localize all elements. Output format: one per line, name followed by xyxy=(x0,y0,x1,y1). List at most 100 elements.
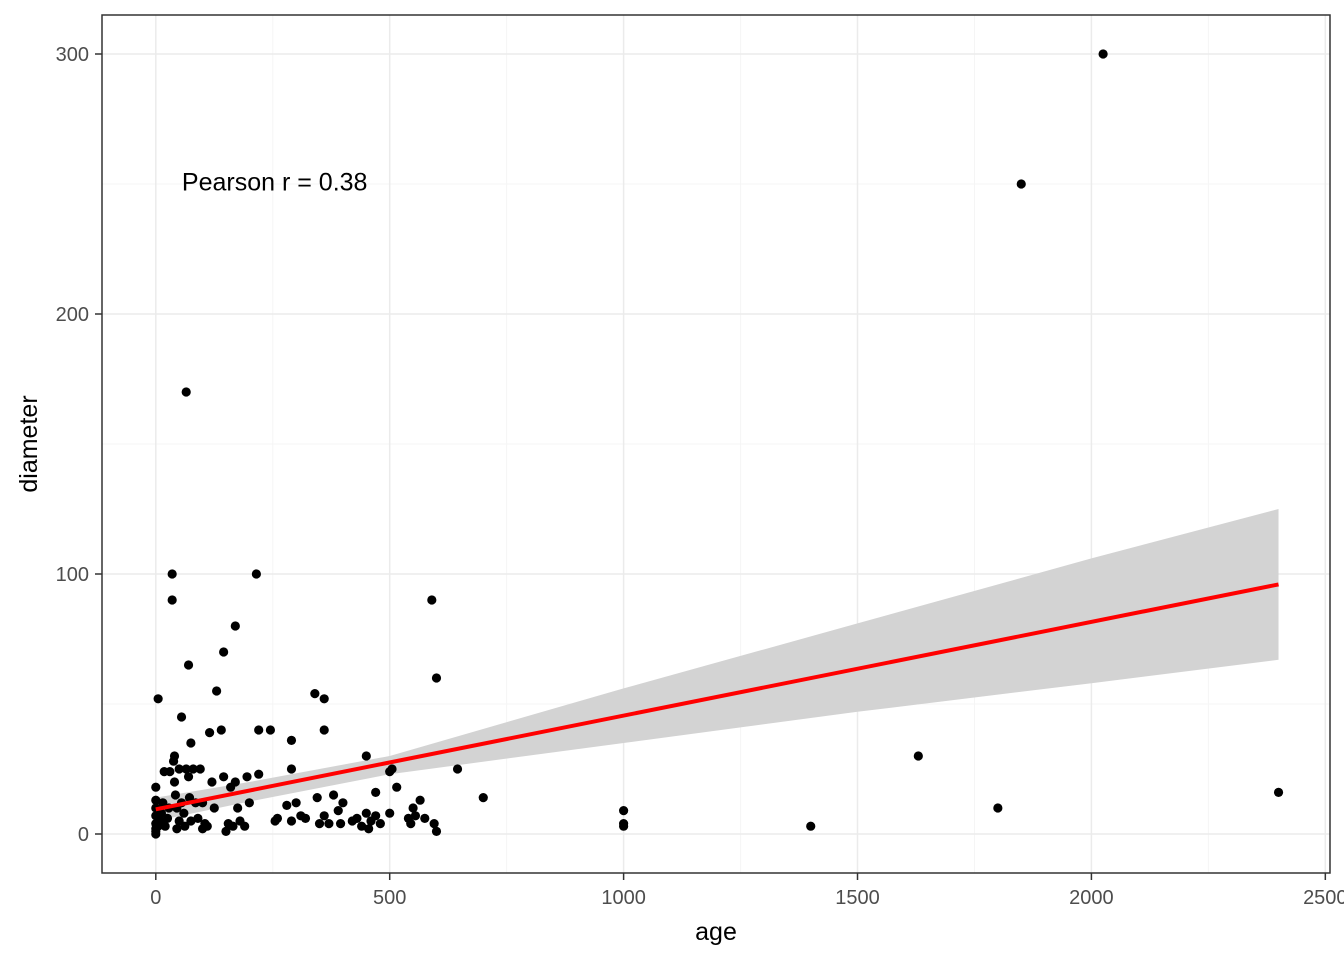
data-point xyxy=(160,821,170,831)
data-point xyxy=(431,826,442,837)
confidence-band xyxy=(155,509,1279,821)
x-tick-label: 2000 xyxy=(1069,887,1114,909)
y-tick-label: 300 xyxy=(56,44,89,66)
data-point xyxy=(183,660,194,670)
data-point xyxy=(335,819,346,829)
x-tick-label: 1500 xyxy=(835,887,880,909)
data-point xyxy=(186,738,196,748)
data-point xyxy=(174,764,184,774)
x-tick-label: 2500 xyxy=(1303,887,1344,909)
data-point xyxy=(209,803,219,813)
data-point xyxy=(427,595,437,605)
data-point xyxy=(1098,49,1108,59)
data-point xyxy=(230,777,240,787)
data-point xyxy=(186,816,196,826)
y-axis-title: diameter xyxy=(15,395,43,492)
data-point xyxy=(385,808,395,818)
x-axis: 0 500 1000 1500 2000 2500 xyxy=(150,873,1344,909)
x-axis-title: age xyxy=(695,918,737,946)
data-point xyxy=(286,816,297,826)
data-point xyxy=(251,569,261,579)
pearson-annotation: Pearson r = 0.38 xyxy=(182,169,368,197)
data-point xyxy=(165,767,175,777)
data-point xyxy=(364,824,374,834)
data-point xyxy=(361,751,371,761)
data-point xyxy=(387,764,397,774)
data-point xyxy=(312,793,322,803)
data-point xyxy=(193,813,203,824)
data-point xyxy=(254,769,264,779)
x-tick-label: 1000 xyxy=(601,887,646,909)
data-point xyxy=(183,772,194,782)
data-points xyxy=(151,49,1284,839)
data-point xyxy=(806,821,816,831)
data-point xyxy=(242,772,252,782)
x-tick-label: 0 xyxy=(150,887,161,909)
data-point xyxy=(392,782,402,792)
y-tick-label: 0 xyxy=(78,824,89,846)
data-point xyxy=(619,806,629,816)
data-point xyxy=(219,772,229,782)
data-point xyxy=(167,595,177,605)
data-point xyxy=(151,782,161,792)
data-point xyxy=(1273,787,1284,798)
data-point xyxy=(233,803,243,813)
data-point xyxy=(188,764,198,774)
data-point xyxy=(310,689,320,699)
data-point xyxy=(244,798,254,808)
data-point xyxy=(230,621,240,631)
data-point xyxy=(153,694,163,704)
data-point xyxy=(158,798,168,808)
data-point xyxy=(324,819,334,829)
regression-line xyxy=(155,582,1279,812)
data-point xyxy=(431,673,442,683)
data-point xyxy=(254,725,264,735)
data-point xyxy=(195,764,205,774)
data-point xyxy=(338,798,348,808)
data-point xyxy=(913,751,923,761)
data-point xyxy=(319,811,329,821)
data-point xyxy=(204,728,215,738)
data-point xyxy=(352,813,362,824)
y-tick-label: 200 xyxy=(56,304,89,326)
data-point xyxy=(219,647,229,657)
x-tick-label: 500 xyxy=(373,887,406,909)
data-point xyxy=(619,819,629,829)
data-point xyxy=(212,686,222,696)
y-axis: 0 100 200 300 xyxy=(56,44,102,846)
data-point xyxy=(420,813,430,824)
data-point xyxy=(162,813,173,824)
data-point xyxy=(282,800,292,811)
data-point xyxy=(151,795,161,805)
data-point xyxy=(167,569,177,579)
data-point xyxy=(170,790,181,800)
data-point xyxy=(406,819,416,829)
data-point xyxy=(286,764,297,774)
data-point xyxy=(375,819,385,829)
y-tick-label: 100 xyxy=(56,564,89,586)
data-point xyxy=(184,793,195,803)
data-point xyxy=(156,808,167,818)
data-point xyxy=(371,811,381,821)
data-point xyxy=(207,777,217,787)
data-point xyxy=(410,811,421,821)
data-point xyxy=(333,806,343,816)
data-point xyxy=(216,725,226,735)
data-point xyxy=(319,694,329,704)
data-point xyxy=(265,725,276,735)
data-point xyxy=(180,821,190,831)
data-point xyxy=(300,813,311,824)
data-point xyxy=(179,808,189,818)
data-point xyxy=(291,798,301,808)
data-point xyxy=(272,813,283,824)
data-point xyxy=(176,712,187,722)
data-point xyxy=(181,387,191,397)
data-point xyxy=(169,777,180,787)
data-point xyxy=(371,787,381,798)
data-point xyxy=(172,824,182,834)
data-point xyxy=(169,751,180,761)
data-point xyxy=(361,808,371,818)
data-point xyxy=(181,764,191,774)
data-point xyxy=(993,803,1003,813)
